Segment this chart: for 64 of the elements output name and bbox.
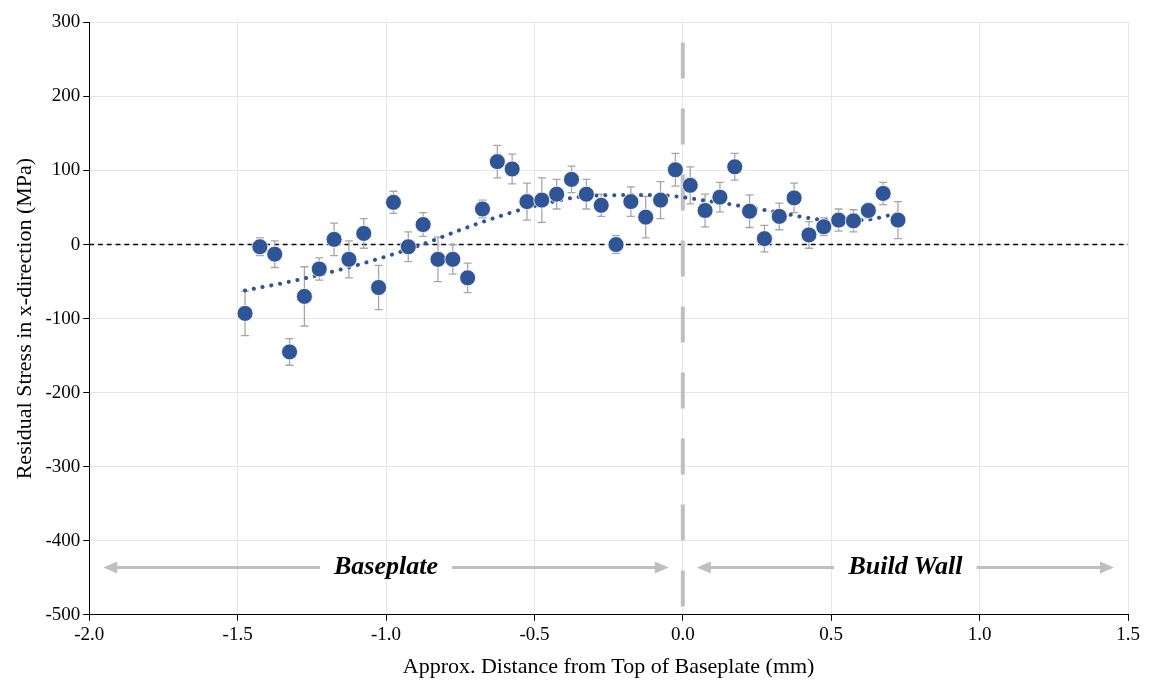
point	[859, 202, 877, 219]
point	[370, 279, 387, 296]
point	[399, 238, 417, 256]
point	[459, 269, 477, 287]
x-tick-label: 0.5	[819, 623, 844, 645]
x-axis-title: Approx. Distance from Top of Baseplate (mm)	[402, 652, 815, 678]
point	[756, 230, 773, 248]
point	[622, 193, 640, 210]
point	[296, 287, 313, 305]
point	[429, 250, 447, 268]
point	[563, 170, 580, 188]
y-tick-label: 100	[51, 158, 81, 180]
x-tick-label: -0.5	[519, 623, 550, 645]
point	[830, 211, 848, 229]
point	[488, 153, 506, 171]
y-tick-label: 200	[51, 84, 81, 106]
point	[652, 191, 669, 209]
point	[236, 305, 254, 322]
point	[889, 211, 907, 229]
point	[741, 202, 758, 220]
point	[266, 245, 284, 263]
point	[325, 230, 343, 248]
point	[385, 193, 402, 211]
point	[251, 238, 269, 256]
point	[815, 218, 833, 236]
x-tick-label: 1.5	[1116, 623, 1140, 645]
point	[548, 185, 566, 203]
point	[310, 260, 328, 278]
point	[681, 176, 699, 194]
point	[785, 189, 803, 207]
x-tick-label: -2.0	[74, 623, 105, 645]
point	[770, 208, 788, 225]
point	[414, 216, 432, 233]
x-tick-label: 0.0	[670, 623, 695, 645]
point	[696, 202, 714, 219]
y-tick-label: -300	[45, 454, 81, 476]
y-axis-title: Residual Stress in x-direction (MPa)	[10, 157, 36, 480]
point	[666, 161, 684, 179]
point	[518, 193, 536, 210]
y-tick-label: -100	[45, 306, 81, 328]
point	[355, 225, 373, 242]
y-tick-label: -500	[45, 602, 81, 624]
annotation: Baseplate	[333, 551, 439, 581]
point	[533, 191, 551, 209]
x-tick-label: 1.0	[967, 623, 992, 645]
point	[726, 158, 744, 176]
x-tick-label: -1.0	[370, 623, 402, 645]
point	[444, 250, 462, 268]
point	[637, 208, 655, 226]
y-tick-label: -400	[45, 528, 81, 550]
point	[503, 160, 521, 178]
point	[281, 343, 298, 361]
point	[577, 185, 595, 203]
point	[607, 236, 625, 253]
y-tick-label: -200	[45, 380, 81, 402]
annotation: Build Wall	[847, 551, 964, 581]
x-tick-label: -1.5	[222, 623, 253, 645]
point	[340, 250, 358, 268]
y-tick-label: 300	[51, 10, 81, 32]
point	[592, 196, 610, 214]
point	[711, 188, 729, 206]
y-tick-label: 0	[70, 232, 81, 254]
point	[800, 226, 818, 244]
point	[874, 185, 892, 202]
